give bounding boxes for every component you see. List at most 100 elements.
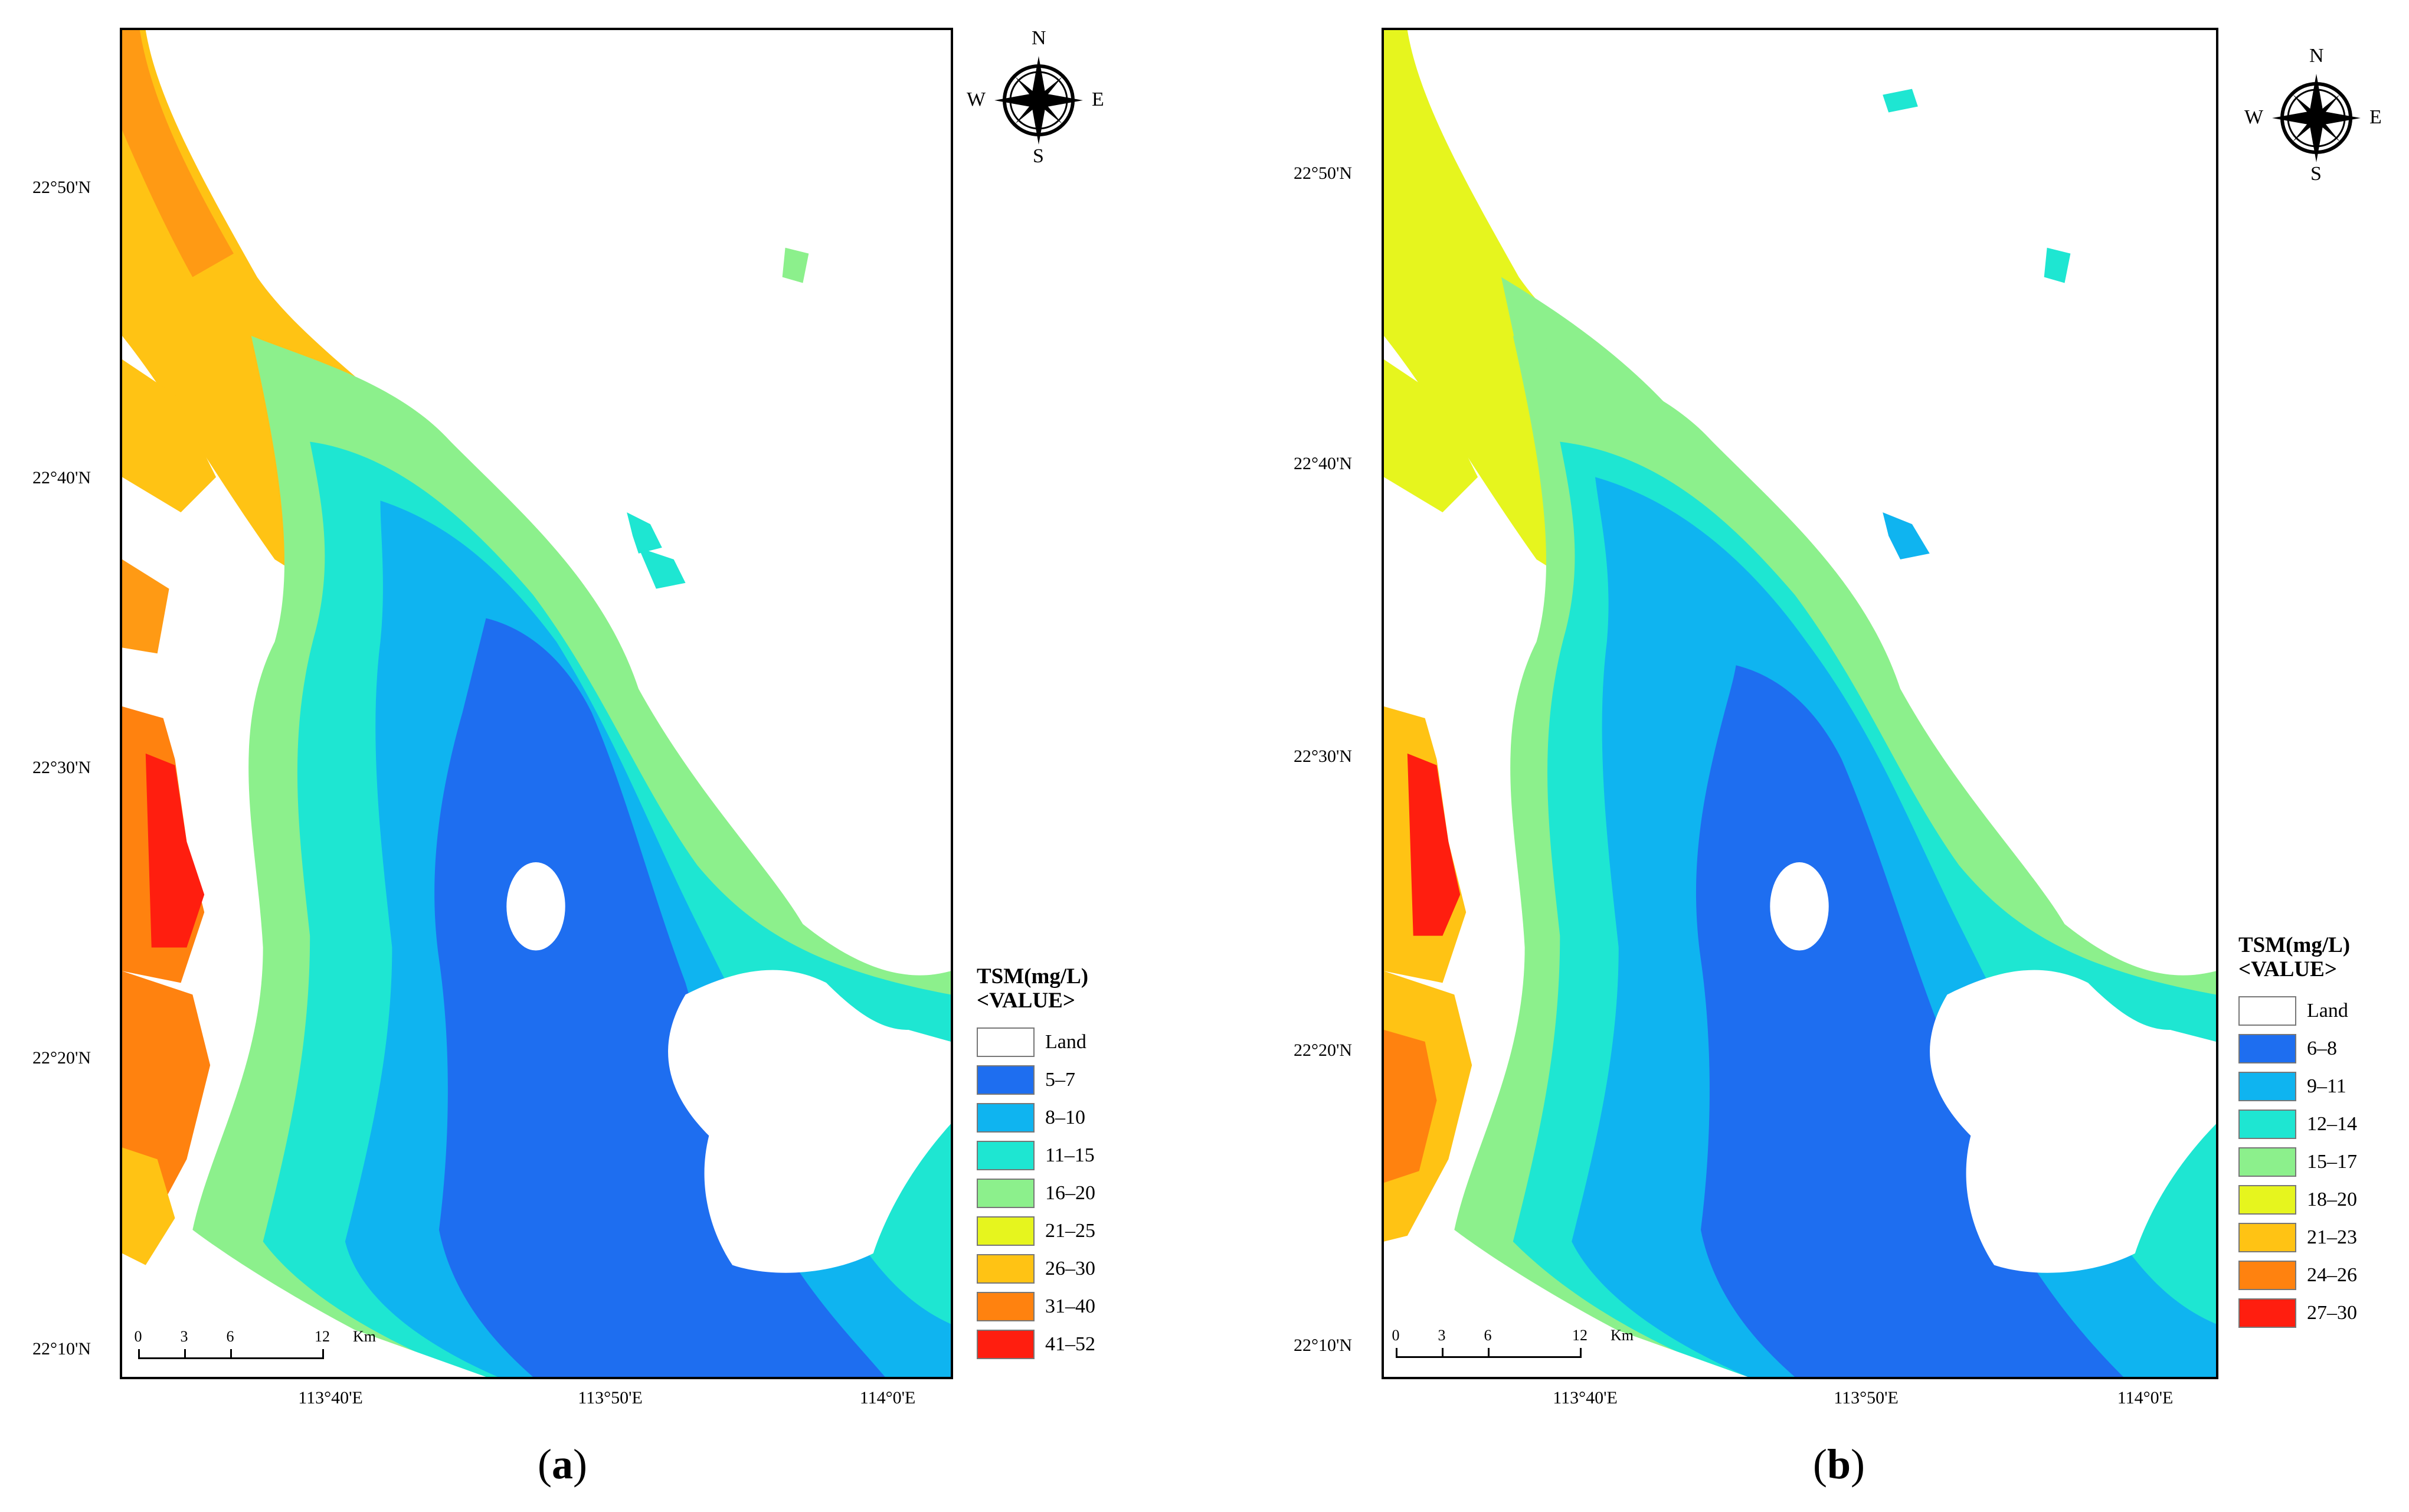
- scale-tick-mark: [138, 1349, 140, 1359]
- compass-w: W: [967, 89, 986, 110]
- tsm-map-a: [120, 28, 953, 1379]
- scale-tick-mark: [230, 1349, 232, 1359]
- scale-tick-mark: [1488, 1348, 1490, 1358]
- scale-tick-3: 3: [180, 1328, 188, 1345]
- legend-label: 24–26: [2307, 1264, 2357, 1287]
- legend-item: 21–23: [2238, 1219, 2357, 1256]
- lat-label-22-50: 22°50'N: [32, 178, 91, 197]
- scale-tick-3: 3: [1438, 1327, 1446, 1344]
- panel-caption-b: (b): [1812, 1441, 1865, 1488]
- legend-label: Land: [2307, 1000, 2348, 1022]
- compass-e: E: [1092, 89, 1104, 110]
- scale-tick-mark: [1580, 1348, 1582, 1358]
- legend-item: 21–25: [977, 1212, 1095, 1250]
- compass-rose-icon: [994, 56, 1083, 145]
- legend-swatch: [2238, 1147, 2296, 1177]
- legend-item: 9–11: [2238, 1068, 2357, 1105]
- compass-w: W: [2244, 106, 2264, 128]
- scale-tick-6: 6: [1484, 1327, 1492, 1344]
- legend-subtitle: <VALUE>: [977, 988, 1075, 1013]
- legend-item: 26–30: [977, 1250, 1095, 1288]
- scale-unit: Km: [353, 1328, 376, 1345]
- scale-tick-6: 6: [226, 1328, 234, 1345]
- legend-item: 11–15: [977, 1137, 1095, 1174]
- map-panel-b: 22°50'N 22°40'N 22°30'N 22°20'N 22°10'N …: [1204, 0, 2409, 1512]
- lat-label-22-40: 22°40'N: [32, 468, 91, 487]
- lat-label-22-40: 22°40'N: [1294, 454, 1353, 473]
- lat-label-22-30: 22°30'N: [1294, 747, 1353, 766]
- tsm-raster-a: [122, 30, 951, 1377]
- scale-tick-0: 0: [134, 1328, 142, 1345]
- legend-swatch: [2238, 1110, 2296, 1140]
- lon-label-113-50: 113°50'E: [1834, 1388, 1899, 1408]
- lat-label-22-20: 22°20'N: [32, 1048, 91, 1068]
- legend-title: TSM(mg/L): [2238, 933, 2351, 957]
- legend-label: 8–10: [1045, 1107, 1085, 1129]
- legend-swatch: [2238, 1072, 2296, 1102]
- legend-swatch: [977, 1216, 1035, 1246]
- tsm-raster-b: [1384, 30, 2216, 1377]
- legend-swatch: [977, 1254, 1035, 1284]
- legend-rows: Land 6–8 9–11 12–14 15–17 18–20 21–23 24–26 27–3…: [2238, 992, 2357, 1332]
- lon-label-114-0: 114°0'E: [2117, 1388, 2174, 1408]
- legend-label: 21–25: [1045, 1220, 1095, 1242]
- legend-swatch: [2238, 1223, 2296, 1253]
- legend-item: 16–20: [977, 1174, 1095, 1212]
- legend-label: 6–8: [2307, 1038, 2337, 1060]
- legend-label: 16–20: [1045, 1182, 1095, 1205]
- legend-label: Land: [1045, 1031, 1086, 1053]
- compass-n: N: [1032, 27, 1046, 49]
- legend-a: TSM(mg/L) <VALUE> Land 5–7 8–10 11–15 16–20 2…: [977, 964, 1095, 1363]
- lat-label-22-30: 22°30'N: [32, 758, 91, 777]
- legend-item: 27–30: [2238, 1294, 2357, 1332]
- lat-label-22-10: 22°10'N: [32, 1339, 91, 1359]
- scale-tick-mark: [322, 1349, 324, 1359]
- legend-item: 12–14: [2238, 1105, 2357, 1143]
- legend-swatch: [977, 1103, 1035, 1133]
- scale-bar: 0 3 6 12 Km: [1392, 1327, 1634, 1362]
- legend-label: 21–23: [2307, 1226, 2357, 1249]
- scale-unit: Km: [1611, 1327, 1634, 1344]
- legend-item: 5–7: [977, 1061, 1095, 1099]
- legend-title: TSM(mg/L): [977, 964, 1089, 989]
- legend-label: 15–17: [2307, 1151, 2357, 1173]
- legend-item: 31–40: [977, 1288, 1095, 1326]
- compass-s: S: [1033, 145, 1044, 167]
- compass-n: N: [2309, 45, 2324, 67]
- north-arrow-compass: N S W E: [967, 27, 1104, 167]
- legend-swatch: [977, 1065, 1035, 1095]
- legend-label: 26–30: [1045, 1258, 1095, 1280]
- legend-item: 41–52: [977, 1326, 1095, 1363]
- legend-label: 27–30: [2307, 1302, 2357, 1324]
- legend-item: Land: [977, 1023, 1095, 1061]
- legend-label: 11–15: [1045, 1144, 1095, 1167]
- scale-tick-mark: [1442, 1348, 1444, 1358]
- legend-item: 18–20: [2238, 1181, 2357, 1219]
- lon-label-114-0: 114°0'E: [859, 1388, 916, 1408]
- scale-tick-12: 12: [315, 1328, 330, 1345]
- legend-swatch: [977, 1292, 1035, 1322]
- legend-swatch: [977, 1330, 1035, 1360]
- legend-swatch: [2238, 1298, 2296, 1328]
- compass-rose-icon: [2272, 74, 2361, 162]
- map-panel-a: 22°50'N 22°40'N 22°30'N 22°20'N 22°10'N …: [0, 0, 1204, 1512]
- legend-item: 24–26: [2238, 1256, 2357, 1294]
- legend-swatch: [977, 1141, 1035, 1171]
- north-arrow-compass: N S W E: [2244, 45, 2382, 185]
- legend-swatch: [2238, 1261, 2296, 1291]
- legend-item: 8–10: [977, 1099, 1095, 1137]
- lon-label-113-40: 113°40'E: [1553, 1388, 1618, 1408]
- legend-subtitle: <VALUE>: [2238, 957, 2337, 981]
- compass-e: E: [2369, 106, 2382, 128]
- scale-tick-mark: [1396, 1348, 1397, 1358]
- scale-tick-0: 0: [1392, 1327, 1400, 1344]
- lat-label-22-10: 22°10'N: [1294, 1336, 1353, 1355]
- legend-swatch: [977, 1179, 1035, 1209]
- legend-rows: Land 5–7 8–10 11–15 16–20 21–25 26–30 31–40 41–5…: [977, 1023, 1095, 1363]
- legend-label: 9–11: [2307, 1075, 2346, 1098]
- legend-item: Land: [2238, 992, 2357, 1030]
- legend-item: 6–8: [2238, 1030, 2357, 1068]
- tsm-map-b: [1382, 28, 2218, 1379]
- legend-b: TSM(mg/L) <VALUE> Land 6–8 9–11 12–14 15–17 1…: [2238, 933, 2357, 1332]
- legend-swatch: [977, 1027, 1035, 1058]
